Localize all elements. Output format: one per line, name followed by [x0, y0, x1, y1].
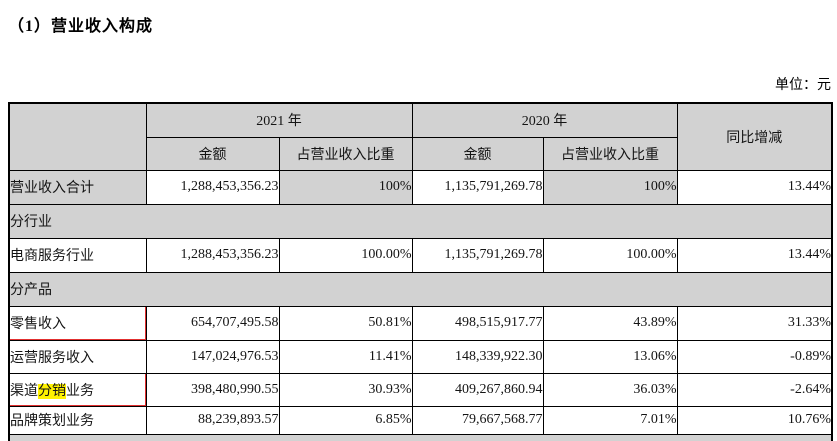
row-channel-distribution: 渠道分销业务 398,480,990.55 30.93% 409,267,860…: [8, 372, 833, 407]
yellow-highlight: 分销: [38, 383, 66, 399]
share-2021-cell: 30.93%: [278, 372, 413, 407]
yoy-cell: 10.76%: [676, 405, 833, 435]
share-2020-cell: 36.03%: [542, 372, 678, 407]
amount-2020-cell: 409,267,860.94: [411, 372, 544, 407]
share-2020-cell: 13.06%: [542, 339, 678, 374]
section-title: （1）营业收入构成: [8, 18, 154, 35]
row-next-section-clipped: [8, 433, 833, 441]
col-header-2021: 2021 年: [145, 102, 413, 138]
row-label-cell: 品牌策划业务: [8, 405, 147, 435]
share-2021-cell: 50.81%: [278, 305, 413, 341]
header-row-years: 2021 年 2020 年 同比增减: [8, 102, 833, 171]
yoy-cell: 13.44%: [676, 169, 833, 205]
amount-2021-cell: 88,239,893.57: [145, 405, 280, 435]
row-label-text: 零售收入: [10, 317, 66, 332]
col-header-yoy: 同比增减: [676, 102, 833, 171]
header-row-subcolumns: 金额 占营业收入比重 金额 占营业收入比重: [9, 136, 832, 171]
row-total-revenue: 营业收入合计 1,288,453,356.23 100% 1,135,791,2…: [8, 169, 833, 205]
yoy-cell: 13.44%: [676, 237, 833, 273]
amount-2021-cell: 1,288,453,356.23: [145, 169, 280, 205]
row-section-by-industry: 分行业: [8, 203, 833, 239]
row-operation-service-revenue: 运营服务收入 147,024,976.53 11.41% 148,339,922…: [8, 339, 833, 374]
row-label-cell: 营业收入合计: [8, 169, 147, 205]
yoy-cell: -0.89%: [676, 339, 833, 374]
amount-2021-cell: 1,288,453,356.23: [145, 237, 280, 273]
amount-2020-cell: 79,667,568.77: [411, 405, 544, 435]
share-2021-cell: 11.41%: [278, 339, 413, 374]
yoy-cell: 31.33%: [676, 305, 833, 341]
corner-cell: [8, 102, 147, 171]
row-label-cell: 零售收入: [8, 305, 147, 341]
row-label-cell: 电商服务行业: [8, 237, 147, 273]
share-2021-cell: 100%: [278, 169, 413, 205]
amount-2020-cell: 1,135,791,269.78: [411, 169, 544, 205]
share-2020-cell: 100.00%: [542, 237, 678, 273]
amount-2021-cell: 654,707,495.58: [145, 305, 280, 341]
clipped-gray-band: [8, 433, 833, 441]
row-label-cell: 运营服务收入: [8, 339, 147, 374]
share-2020-cell: 100%: [542, 169, 678, 205]
amount-2021-cell: 398,480,990.55: [145, 372, 280, 407]
section-label-cell: 分行业: [8, 203, 833, 239]
row-retail-revenue: 零售收入 654,707,495.58 50.81% 498,515,917.7…: [8, 305, 833, 341]
row-label-text-post: 业务: [66, 383, 94, 399]
col-header-share-2020: 占营业收入比重: [542, 136, 678, 171]
unit-label: 单位：元: [775, 78, 831, 93]
share-2021-cell: 6.85%: [278, 405, 413, 435]
row-brand-planning: 品牌策划业务 88,239,893.57 6.85% 79,667,568.77…: [8, 405, 833, 435]
row-ecommerce-service: 电商服务行业 1,288,453,356.23 100.00% 1,135,79…: [8, 237, 833, 273]
revenue-composition-table: 2021 年 2020 年 同比增减 金额 占营业收入比重 金额 占营业收入比重…: [8, 102, 833, 441]
section-label-cell: 分产品: [8, 271, 833, 307]
row-label-cell: 渠道分销业务: [8, 372, 147, 407]
col-header-share-2021: 占营业收入比重: [278, 136, 413, 171]
col-header-amount-2021: 金额: [145, 136, 280, 171]
row-section-by-product: 分产品: [8, 271, 833, 307]
share-2020-cell: 7.01%: [542, 405, 678, 435]
share-2021-cell: 100.00%: [278, 237, 413, 273]
col-header-2020: 2020 年: [411, 102, 678, 138]
amount-2021-cell: 147,024,976.53: [145, 339, 280, 374]
amount-2020-cell: 148,339,922.30: [411, 339, 544, 374]
share-2020-cell: 43.89%: [542, 305, 678, 341]
yoy-cell: -2.64%: [676, 372, 833, 407]
amount-2020-cell: 1,135,791,269.78: [411, 237, 544, 273]
col-header-amount-2020: 金额: [411, 136, 544, 171]
amount-2020-cell: 498,515,917.77: [411, 305, 544, 341]
row-label-text-pre: 渠道: [10, 383, 38, 399]
